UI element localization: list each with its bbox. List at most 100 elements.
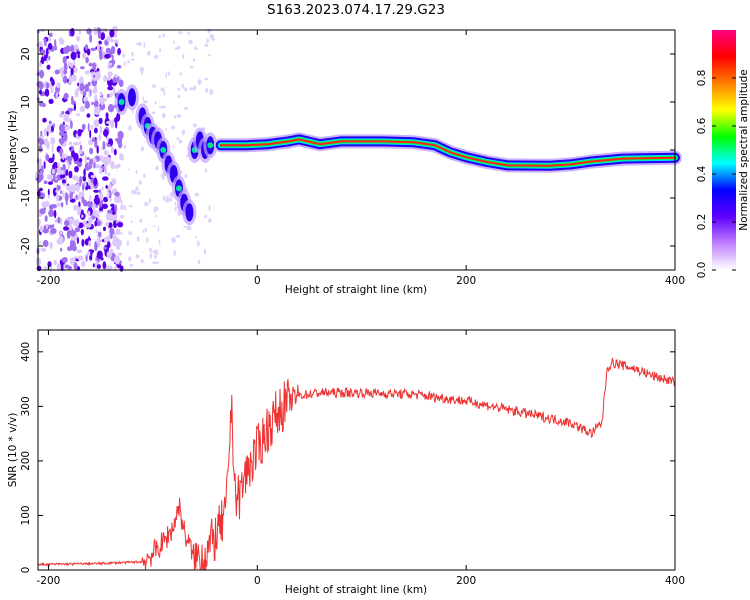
noise-speck bbox=[87, 81, 91, 87]
noise-speck bbox=[95, 229, 98, 234]
noise-speck bbox=[78, 157, 83, 163]
noise-speck bbox=[162, 33, 165, 38]
noise-speck bbox=[130, 58, 135, 61]
noise-speck bbox=[37, 41, 43, 49]
noise-speck bbox=[118, 79, 124, 88]
noise-speck bbox=[158, 105, 164, 109]
noise-speck bbox=[86, 113, 91, 118]
noise-speck bbox=[54, 218, 59, 223]
noise-speck bbox=[142, 96, 144, 101]
noise-speck bbox=[86, 48, 91, 56]
noise-speck bbox=[195, 235, 197, 239]
noise-speck bbox=[208, 53, 211, 57]
noise-speck bbox=[107, 241, 111, 249]
snr-series-line bbox=[37, 357, 676, 571]
noise-speck bbox=[56, 202, 61, 207]
noise-speck bbox=[67, 246, 73, 252]
noise-speck bbox=[116, 64, 122, 69]
noise-speck bbox=[107, 172, 111, 177]
noise-speck bbox=[63, 46, 69, 55]
noise-speck bbox=[45, 224, 50, 229]
spectrogram-x-tick-label: 0 bbox=[254, 275, 261, 287]
noise-speck bbox=[56, 92, 58, 100]
noise-speck bbox=[72, 141, 79, 146]
noise-speck bbox=[48, 120, 52, 125]
noise-speck bbox=[84, 155, 87, 164]
noise-speck bbox=[179, 72, 183, 76]
snr-y-tick-label: 200 bbox=[20, 451, 32, 471]
noise-speck bbox=[79, 105, 86, 113]
track-band bbox=[218, 137, 677, 168]
noise-speck bbox=[94, 127, 98, 134]
noise-speck bbox=[171, 237, 176, 244]
noise-speck bbox=[118, 194, 122, 203]
noise-speck bbox=[87, 201, 91, 206]
noise-speck bbox=[128, 256, 132, 262]
noise-speck bbox=[101, 199, 104, 204]
noise-speck bbox=[62, 190, 65, 198]
spectrogram-y-tick-label: -20 bbox=[20, 237, 32, 254]
noise-speck bbox=[96, 213, 100, 220]
noise-speck bbox=[41, 165, 44, 175]
noise-speck bbox=[174, 202, 177, 206]
noise-speck bbox=[186, 225, 192, 231]
noise-speck bbox=[60, 247, 63, 252]
noise-speck bbox=[88, 91, 91, 98]
noise-speck bbox=[189, 66, 194, 69]
noise-speck bbox=[44, 215, 48, 223]
noise-speck bbox=[61, 179, 66, 184]
noise-speck bbox=[42, 117, 47, 123]
noise-speck bbox=[92, 87, 98, 94]
noise-speck bbox=[64, 192, 69, 202]
noise-speck bbox=[113, 39, 118, 43]
noise-speck bbox=[134, 189, 137, 195]
noise-speck bbox=[47, 157, 55, 163]
blob-peak bbox=[118, 99, 125, 105]
noise-speck bbox=[89, 34, 93, 43]
snr-y-axis-label: SNR (10 * v/v) bbox=[7, 413, 19, 488]
noise-speck bbox=[39, 62, 42, 68]
noise-speck bbox=[92, 209, 98, 217]
spectrogram-y-tick-label: -10 bbox=[20, 189, 32, 206]
snr-y-tick-label: 0 bbox=[20, 567, 32, 574]
noise-speck bbox=[38, 162, 42, 167]
noise-speck bbox=[74, 219, 80, 227]
spectrogram-y-axis-label: Frequency (Hz) bbox=[7, 110, 19, 189]
noise-speck bbox=[112, 77, 118, 84]
noise-speck bbox=[110, 146, 114, 153]
colorbar-tick-label: 0.6 bbox=[696, 117, 708, 134]
noise-speck bbox=[70, 44, 75, 53]
noise-speck bbox=[103, 246, 107, 250]
noise-speck bbox=[42, 239, 49, 248]
noise-speck bbox=[64, 220, 70, 227]
blob-peak bbox=[175, 185, 182, 192]
noise-speck bbox=[154, 101, 157, 105]
noise-speck bbox=[206, 38, 209, 44]
noise-speck bbox=[102, 261, 107, 270]
noise-speck bbox=[204, 214, 208, 219]
noise-speck bbox=[94, 71, 102, 80]
noise-speck bbox=[180, 170, 183, 174]
noise-speck bbox=[77, 255, 84, 261]
noise-speck bbox=[80, 66, 85, 70]
noise-speck bbox=[128, 125, 132, 131]
colorbar-tick-label: 0.4 bbox=[696, 165, 708, 182]
noise-speck bbox=[79, 144, 83, 151]
noise-speck bbox=[76, 35, 80, 42]
noise-speck bbox=[57, 165, 61, 175]
snr-axes: -200 0 200 400 0 100 200 300 400 bbox=[20, 330, 685, 587]
noise-speck bbox=[48, 36, 51, 43]
noise-speck bbox=[165, 72, 168, 78]
noise-speck bbox=[114, 191, 120, 197]
noise-speck bbox=[56, 82, 61, 89]
noise-speck bbox=[92, 62, 97, 71]
noise-speck bbox=[155, 165, 159, 171]
noise-speck bbox=[89, 129, 92, 139]
noise-speck bbox=[76, 236, 79, 244]
noise-speck bbox=[123, 61, 126, 67]
noise-speck bbox=[47, 188, 50, 196]
noise-speck bbox=[89, 158, 94, 165]
noise-speck bbox=[99, 91, 103, 97]
noise-speck bbox=[82, 52, 86, 59]
noise-speck bbox=[142, 229, 145, 233]
